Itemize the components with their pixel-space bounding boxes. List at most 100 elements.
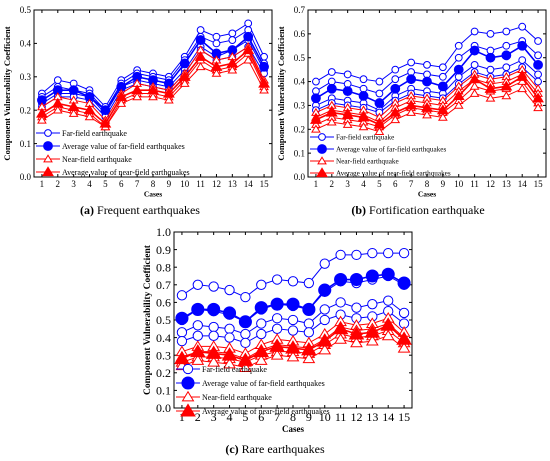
data-point xyxy=(468,73,481,84)
data-point xyxy=(240,291,251,303)
y-tick-label: 0.2 xyxy=(294,124,305,134)
data-point xyxy=(271,323,283,334)
x-tick-label: 10 xyxy=(180,179,190,189)
data-point xyxy=(254,301,268,315)
data-point xyxy=(486,29,495,38)
data-point xyxy=(470,27,479,36)
legend-marker xyxy=(180,403,196,417)
data-point xyxy=(469,45,480,56)
data-point xyxy=(270,297,284,311)
legend-marker xyxy=(317,144,327,154)
data-point xyxy=(207,356,221,367)
data-point xyxy=(37,115,47,124)
data-point xyxy=(518,22,527,31)
data-point xyxy=(208,321,219,333)
chart-panel-1: 0.00.10.20.30.40.51 2 3 4 5 6 7 8 9 10 11 12 13 14 15C… xyxy=(2,5,273,217)
data-point xyxy=(211,68,222,77)
data-point xyxy=(334,272,348,287)
data-point xyxy=(311,124,321,133)
x-tick-label: 8 xyxy=(425,179,430,189)
y-tick-label: 0.2 xyxy=(156,366,171,380)
y-tick-label: 0.3 xyxy=(294,101,306,111)
data-point xyxy=(469,81,480,90)
data-point xyxy=(374,126,385,136)
y-tick-label: 0.4 xyxy=(156,331,171,345)
data-point xyxy=(375,77,384,86)
data-point xyxy=(533,59,543,70)
data-point xyxy=(195,35,206,45)
data-point xyxy=(453,64,464,75)
data-point xyxy=(163,95,174,104)
data-point xyxy=(256,318,267,329)
x-tick-label: 3 xyxy=(71,179,76,189)
data-point xyxy=(325,106,338,117)
data-point xyxy=(365,269,379,283)
data-point xyxy=(303,318,315,329)
data-point xyxy=(502,27,511,36)
x-tick-label: 13 xyxy=(228,179,238,189)
data-point xyxy=(485,52,496,63)
x-tick-label: 11 xyxy=(335,410,347,424)
data-point xyxy=(452,90,465,100)
data-point xyxy=(502,41,511,50)
data-point xyxy=(397,341,411,353)
series-near-field-6 xyxy=(175,312,411,358)
x-tick-label: 9 xyxy=(167,179,172,189)
data-point xyxy=(287,276,299,287)
legend-label: Average value of far-field earthquakes xyxy=(336,146,446,154)
data-point xyxy=(421,102,433,112)
data-point xyxy=(453,100,464,109)
y-axis-label: Component Vulnerability Coefficient xyxy=(143,244,153,395)
y-tick-label: 0.1 xyxy=(20,139,31,149)
data-point xyxy=(397,276,411,290)
x-tick-label: 2 xyxy=(195,410,201,424)
data-point xyxy=(176,290,188,301)
data-point xyxy=(422,76,432,87)
y-tick-label: 0.3 xyxy=(156,348,171,362)
data-point xyxy=(381,329,395,341)
data-point xyxy=(485,93,496,102)
legend-marker xyxy=(316,167,328,178)
data-point xyxy=(405,99,418,110)
y-tick-label: 0.2 xyxy=(20,105,31,115)
data-point xyxy=(271,313,283,324)
data-point xyxy=(207,302,221,316)
data-point xyxy=(367,247,378,259)
data-point xyxy=(191,302,205,316)
data-point xyxy=(391,65,400,74)
data-point xyxy=(227,65,238,74)
data-point xyxy=(437,81,448,92)
data-point xyxy=(195,62,206,71)
data-point xyxy=(221,347,238,361)
data-point xyxy=(398,307,410,319)
series-far-field-1 xyxy=(176,247,410,303)
data-point xyxy=(383,247,394,259)
series-near-field-average-10 xyxy=(36,44,270,128)
data-point xyxy=(364,324,381,338)
series-far-field-2 xyxy=(312,37,542,98)
data-point xyxy=(271,274,283,285)
y-tick-label: 0.9 xyxy=(156,243,171,257)
x-tick-label: 10 xyxy=(454,179,464,189)
data-point xyxy=(286,297,300,311)
data-point xyxy=(380,317,397,331)
x-tick-label: 5 xyxy=(377,179,382,189)
x-tick-label: 6 xyxy=(393,179,398,189)
data-point xyxy=(224,323,235,334)
y-tick-label: 0.5 xyxy=(20,5,32,15)
data-point xyxy=(502,63,511,72)
data-point xyxy=(365,334,379,346)
x-axis-label: Cases xyxy=(144,190,162,199)
data-point xyxy=(176,335,188,347)
data-point xyxy=(147,84,159,95)
data-point xyxy=(256,328,267,340)
data-point xyxy=(259,85,269,94)
legend-marker xyxy=(181,376,195,390)
y-tick-label: 0.0 xyxy=(156,401,171,415)
data-point xyxy=(99,117,112,128)
panel-caption: (a) Frequent earthquakes xyxy=(80,203,200,217)
y-tick-label: 0.1 xyxy=(294,148,305,158)
data-point xyxy=(334,333,347,344)
y-tick-label: 0.5 xyxy=(294,53,306,63)
